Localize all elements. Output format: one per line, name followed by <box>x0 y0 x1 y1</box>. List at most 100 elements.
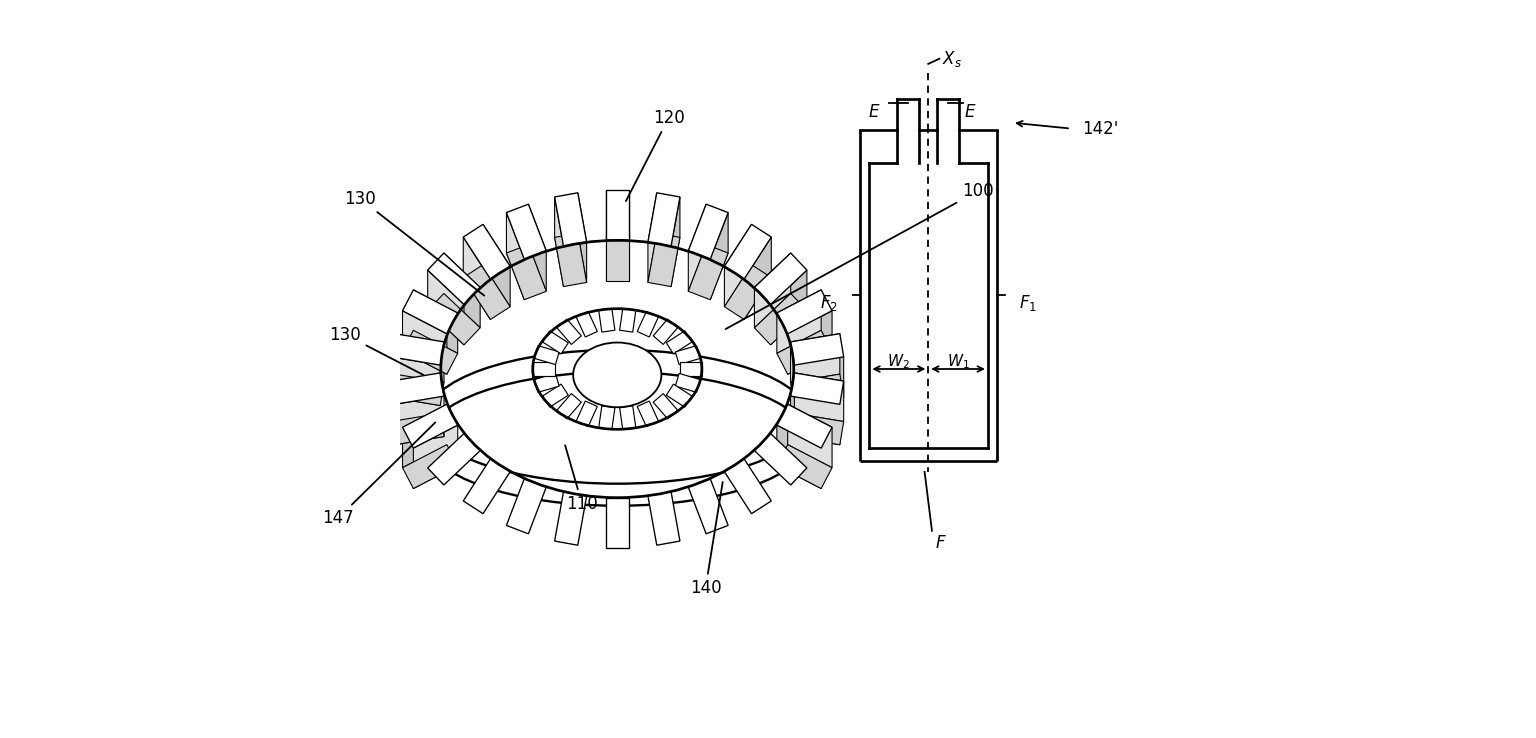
Polygon shape <box>676 345 700 365</box>
Polygon shape <box>680 362 702 376</box>
Polygon shape <box>413 425 458 489</box>
Polygon shape <box>619 406 636 430</box>
Text: E: E <box>868 103 879 121</box>
Polygon shape <box>390 374 444 406</box>
Polygon shape <box>390 413 444 445</box>
Polygon shape <box>791 334 840 382</box>
Polygon shape <box>395 396 444 445</box>
Polygon shape <box>390 357 441 406</box>
Polygon shape <box>605 497 630 548</box>
Text: 100: 100 <box>725 182 994 329</box>
Polygon shape <box>464 459 510 514</box>
Polygon shape <box>390 373 441 421</box>
Polygon shape <box>653 393 677 419</box>
Polygon shape <box>653 319 677 345</box>
Polygon shape <box>619 308 636 332</box>
Polygon shape <box>605 231 630 280</box>
Polygon shape <box>507 204 547 259</box>
Polygon shape <box>777 425 822 489</box>
Polygon shape <box>599 406 614 430</box>
Polygon shape <box>558 319 581 345</box>
Polygon shape <box>427 433 481 485</box>
Polygon shape <box>754 253 806 305</box>
Polygon shape <box>791 374 843 406</box>
Polygon shape <box>788 404 833 468</box>
Polygon shape <box>390 334 444 365</box>
Polygon shape <box>667 384 693 407</box>
Polygon shape <box>402 404 458 448</box>
Text: $F_2$: $F_2$ <box>820 293 837 313</box>
Polygon shape <box>535 373 559 393</box>
Polygon shape <box>554 233 587 286</box>
Polygon shape <box>688 244 728 300</box>
Polygon shape <box>688 204 728 259</box>
Polygon shape <box>464 237 490 320</box>
Text: $W_2$: $W_2$ <box>888 352 911 371</box>
Polygon shape <box>725 459 771 514</box>
Polygon shape <box>507 213 524 300</box>
Polygon shape <box>671 197 680 286</box>
Polygon shape <box>648 193 680 246</box>
Polygon shape <box>676 373 700 393</box>
Polygon shape <box>507 479 547 534</box>
Polygon shape <box>637 401 659 427</box>
Polygon shape <box>794 373 843 421</box>
Polygon shape <box>542 384 568 407</box>
Polygon shape <box>791 334 843 365</box>
Polygon shape <box>507 244 547 300</box>
Polygon shape <box>482 224 510 307</box>
Polygon shape <box>667 331 693 354</box>
Polygon shape <box>535 345 559 365</box>
Text: 147: 147 <box>323 422 435 528</box>
Polygon shape <box>402 444 458 489</box>
Polygon shape <box>777 404 833 448</box>
Text: 140: 140 <box>690 482 723 597</box>
Polygon shape <box>791 373 843 404</box>
Polygon shape <box>791 413 843 445</box>
Text: 130: 130 <box>329 325 424 375</box>
Text: E: E <box>965 103 975 121</box>
Polygon shape <box>637 311 659 337</box>
Polygon shape <box>605 190 630 241</box>
Polygon shape <box>648 193 657 283</box>
Text: 110: 110 <box>565 445 598 513</box>
Polygon shape <box>791 396 840 445</box>
Polygon shape <box>777 331 833 374</box>
Polygon shape <box>754 253 791 328</box>
Polygon shape <box>528 204 547 292</box>
Polygon shape <box>444 253 481 328</box>
Text: 130: 130 <box>344 190 484 296</box>
Polygon shape <box>777 444 833 489</box>
Polygon shape <box>794 357 843 406</box>
Ellipse shape <box>427 350 808 483</box>
Polygon shape <box>688 204 707 292</box>
Text: 142': 142' <box>1081 120 1118 137</box>
Polygon shape <box>754 294 806 345</box>
Polygon shape <box>599 308 614 332</box>
Polygon shape <box>576 401 598 427</box>
Text: 120: 120 <box>625 108 685 201</box>
Text: $W_1$: $W_1$ <box>946 352 969 371</box>
Polygon shape <box>464 265 510 320</box>
Polygon shape <box>725 265 771 320</box>
Text: $X_s$: $X_s$ <box>942 49 962 69</box>
Polygon shape <box>578 193 587 283</box>
Ellipse shape <box>441 241 794 497</box>
Polygon shape <box>788 311 833 374</box>
Ellipse shape <box>573 342 662 407</box>
Text: F: F <box>935 534 945 553</box>
Polygon shape <box>413 290 458 354</box>
Polygon shape <box>554 193 587 246</box>
Polygon shape <box>533 362 554 376</box>
Text: $F_1$: $F_1$ <box>1020 293 1037 313</box>
Polygon shape <box>554 492 587 545</box>
Polygon shape <box>402 311 447 374</box>
Polygon shape <box>777 290 833 334</box>
Polygon shape <box>542 331 568 354</box>
Polygon shape <box>688 479 728 534</box>
Polygon shape <box>554 197 564 286</box>
Polygon shape <box>648 492 680 545</box>
Polygon shape <box>576 311 598 337</box>
Polygon shape <box>402 331 458 374</box>
Polygon shape <box>402 404 447 468</box>
